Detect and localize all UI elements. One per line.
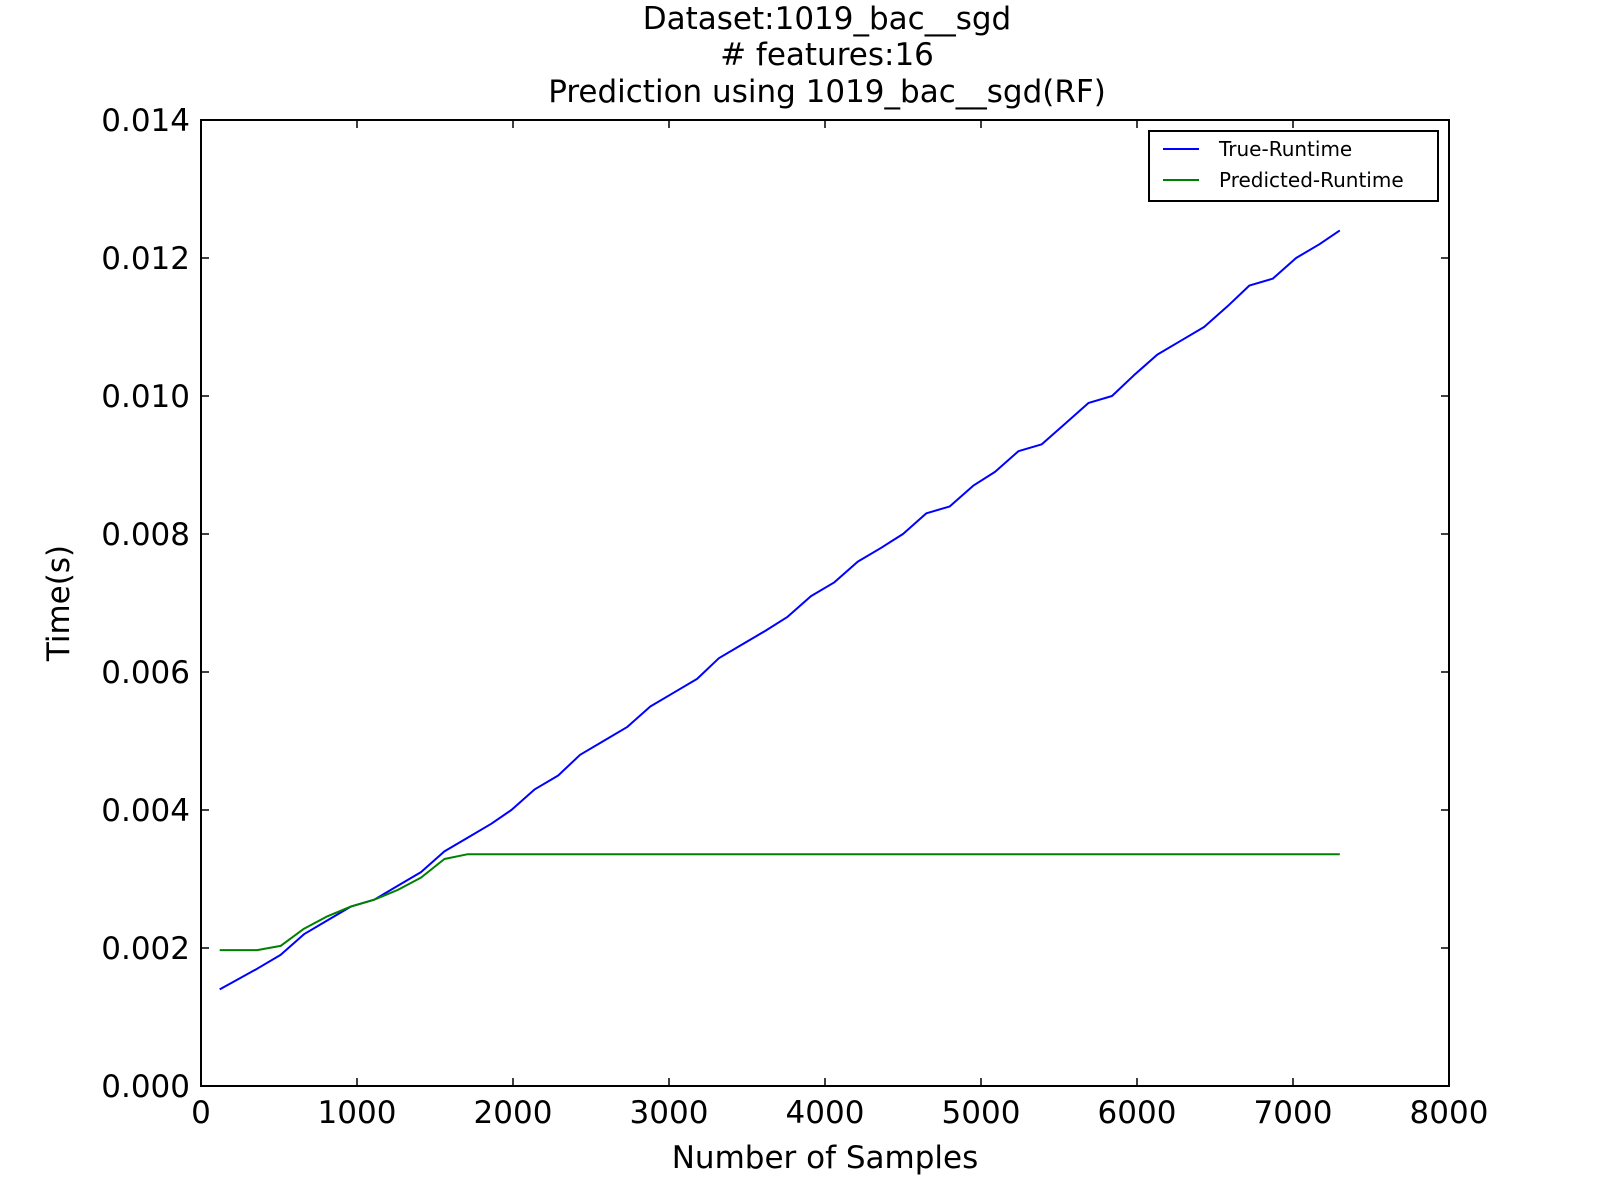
- legend-label-true-runtime: True-Runtime: [1218, 137, 1352, 161]
- title-line-2: # features:16: [720, 37, 934, 73]
- x-axis-label: Number of Samples: [672, 1140, 979, 1176]
- y-tick-label: 0.004: [101, 793, 190, 829]
- title-line-3: Prediction using 1019_bac__sgd(RF): [548, 74, 1106, 110]
- series-line-predicted-runtime: [219, 853, 1340, 952]
- legend: True-Runtime Predicted-Runtime: [1148, 130, 1439, 202]
- x-tick-label: 1000: [318, 1095, 397, 1131]
- x-tick-label: 2000: [474, 1095, 553, 1131]
- y-axis: 0.000 0.002 0.004 0.006 0.008 0.010 0.012 0.014: [101, 103, 1449, 1105]
- y-tick-label: 0.000: [101, 1069, 190, 1105]
- y-tick-label: 0.012: [101, 241, 190, 277]
- x-tick-label: 5000: [942, 1095, 1021, 1131]
- x-tick-label: 7000: [1254, 1095, 1333, 1131]
- series-group: [219, 229, 1341, 991]
- x-tick-label: 8000: [1410, 1095, 1489, 1131]
- x-axis: 0 1000 2000 3000 4000 5000 6000 7000 8000: [191, 120, 1488, 1131]
- chart-title: Dataset:1019_bac__sgd # features:16 Pred…: [548, 1, 1106, 110]
- x-tick-label: 3000: [630, 1095, 709, 1131]
- y-tick-label: 0.014: [101, 103, 190, 139]
- series-line-true-runtime: [219, 229, 1341, 991]
- title-line-1: Dataset:1019_bac__sgd: [643, 1, 1011, 37]
- x-tick-label: 0: [191, 1095, 211, 1131]
- y-axis-label: Time(s): [41, 545, 77, 662]
- x-tick-label: 4000: [786, 1095, 865, 1131]
- x-tick-label: 6000: [1098, 1095, 1177, 1131]
- y-tick-label: 0.006: [101, 655, 190, 691]
- legend-label-predicted-runtime: Predicted-Runtime: [1219, 168, 1404, 192]
- y-tick-label: 0.002: [101, 931, 190, 967]
- plot-area-frame: [200, 119, 1450, 1087]
- y-tick-label: 0.008: [101, 517, 190, 553]
- legend-box: [1148, 130, 1439, 202]
- y-tick-label: 0.010: [101, 379, 190, 415]
